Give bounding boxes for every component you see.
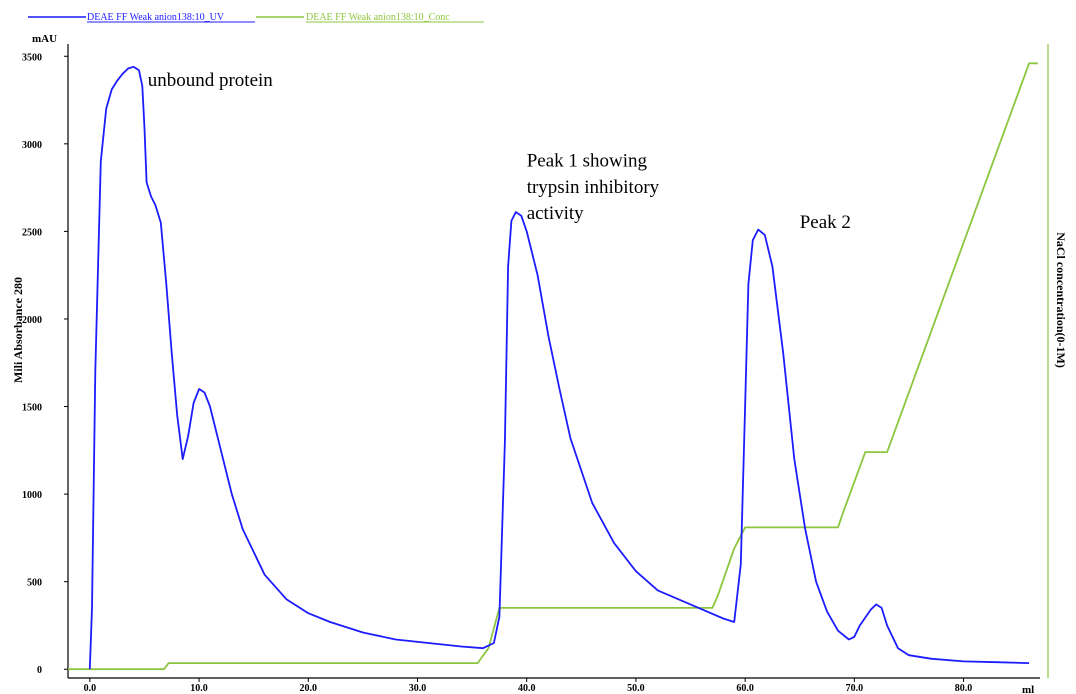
y-tick-label: 0 [37, 665, 42, 676]
y-tick-label: 500 [27, 578, 42, 589]
y-tick-label: 2000 [22, 315, 42, 326]
y-tick-label: 3500 [22, 52, 42, 63]
legend-label-conc: DEAE FF Weak anion138:10_Conc [306, 12, 450, 23]
x-tick-label: 60.0 [736, 683, 754, 694]
annotation-label: activity [527, 203, 584, 224]
annotation-label: unbound protein [148, 70, 274, 91]
x-tick-label: 20.0 [300, 683, 318, 694]
y-unit-label: mAU [32, 33, 57, 45]
x-unit-label: ml [1022, 684, 1034, 694]
y-tick-label: 1500 [22, 403, 42, 414]
series-conc-line [68, 62, 1038, 671]
y-axis-title: Mili Absorbance 280 [11, 277, 25, 383]
y-tick-label: 1000 [22, 490, 42, 501]
x-ticks: 0.0 10.0 20.0 30.0 40.0 50.0 60.0 70.0 80.0 [84, 678, 973, 694]
legend-label-uv: DEAE FF Weak anion138:10_UV [87, 12, 225, 23]
y-tick-label: 2500 [22, 227, 42, 238]
x-tick-label: 70.0 [846, 683, 864, 694]
y-tick-label: 3000 [22, 140, 42, 151]
annotation-label: trypsin inhibitory [527, 177, 660, 198]
x-tick-label: 30.0 [409, 683, 427, 694]
y-ticks: 0 500 1000 1500 2000 2500 3000 3500 [22, 52, 68, 676]
series-uv-line [88, 65, 1030, 670]
x-tick-label: 0.0 [84, 683, 97, 694]
right-axis-title: NaCl concentration(0-1M) [1054, 232, 1068, 368]
x-tick-label: 50.0 [627, 683, 645, 694]
annotation-label: Peak 2 [800, 212, 851, 233]
x-tick-label: 80.0 [955, 683, 973, 694]
annotations: unbound protein Peak 1 showing trypsin inh… [148, 70, 851, 233]
x-tick-label: 10.0 [190, 683, 208, 694]
legend: DEAE FF Weak anion138:10_UV DEAE FF Weak… [28, 12, 484, 23]
x-tick-label: 40.0 [518, 683, 536, 694]
annotation-label: Peak 1 showing [527, 151, 648, 172]
